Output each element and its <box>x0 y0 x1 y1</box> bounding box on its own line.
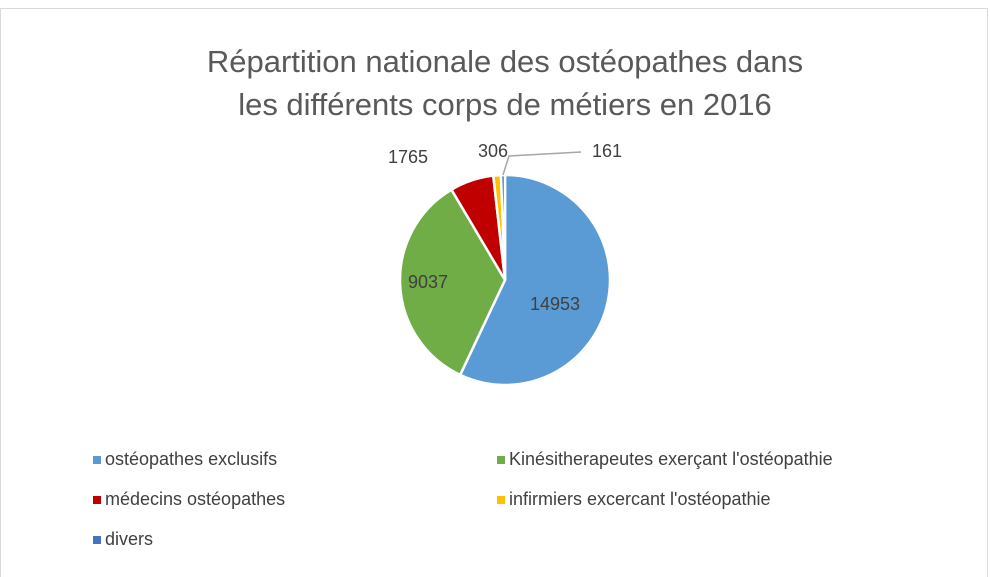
data-label: 306 <box>478 141 508 161</box>
pie-slice <box>458 173 612 387</box>
legend-swatch <box>93 456 101 464</box>
data-label: 161 <box>592 141 622 161</box>
legend-label: médecins ostéopathes <box>105 489 285 509</box>
data-label: 9037 <box>408 272 448 292</box>
legend-label: divers <box>105 529 153 549</box>
legend-label: infirmiers excercant l'ostéopathie <box>509 489 771 509</box>
legend-label: Kinésitherapeutes exerçant l'ostéopathie <box>509 449 833 469</box>
chart-frame <box>0 8 988 577</box>
legend-swatch <box>93 536 101 544</box>
chart-title: Répartition nationale des ostéopathes da… <box>206 44 804 122</box>
legend-label: ostéopathes exclusifs <box>105 449 277 469</box>
data-label: 14953 <box>530 294 580 314</box>
legend-swatch <box>93 496 101 504</box>
legend-swatch <box>497 496 505 504</box>
leader-line <box>502 151 582 176</box>
legend-swatch <box>497 456 505 464</box>
data-label: 1765 <box>388 147 428 167</box>
